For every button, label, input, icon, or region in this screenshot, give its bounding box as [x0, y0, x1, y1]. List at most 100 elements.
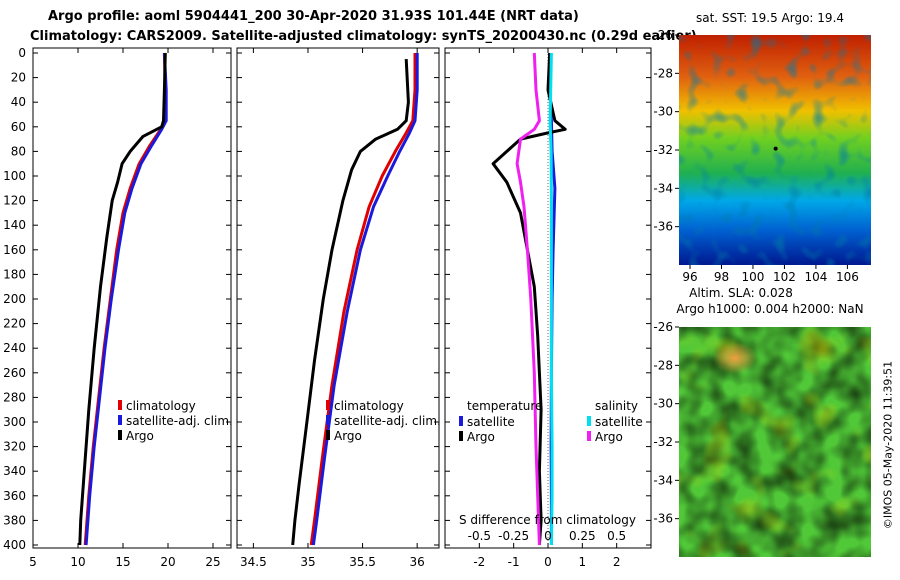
x-tick-label: 0	[544, 555, 552, 569]
y-tick-label: 400	[3, 538, 26, 552]
legend-label-sal-satellite: satellite	[595, 415, 643, 429]
map-y-tick-label: -34	[653, 181, 673, 195]
y-tick-label: 20	[11, 71, 26, 85]
legend-header-temperature: temperature	[467, 399, 542, 413]
legend-label-climatology: climatology	[126, 399, 196, 413]
map-y-tick-label: -34	[653, 473, 673, 487]
sal-x-tick-label: 0.25	[569, 529, 596, 543]
legend-swatch-argo	[326, 430, 330, 440]
temperature-legend: climatology satellite-adj. clim. Argo	[118, 399, 233, 443]
legend-swatch-temp-satellite	[459, 416, 463, 426]
x-tick-label: 25	[205, 555, 220, 569]
series-line-satellite_adj	[84, 52, 168, 546]
temperature-panel: 0 20 40 60 80 100 120 140 160 180 200 220 240 260 280 3…	[3, 46, 233, 569]
y-tick-label: 160	[3, 243, 26, 257]
sal-x-tick-label: 0	[544, 529, 552, 543]
x-tick-label: -2	[473, 555, 485, 569]
x-tick-label: 36	[410, 555, 425, 569]
map-y-tick-label: -28	[653, 358, 673, 372]
map-y-tick-label: -30	[653, 105, 673, 119]
map-y-tick-label: -36	[653, 512, 673, 526]
salinity-difference-label: S difference from climatology	[459, 513, 636, 527]
map-y-tick-label: -32	[653, 435, 673, 449]
legend-label-sal-argo: Argo	[595, 430, 623, 444]
salinity-legend: climatology satellite-adj. clim. Argo	[326, 399, 441, 443]
x-tick-label: 5	[29, 555, 37, 569]
map-y-tick-label: -26	[653, 28, 673, 42]
legend-label-satellite-adj: satellite-adj. clim.	[334, 414, 441, 428]
y-tick-label: 200	[3, 292, 26, 306]
map-x-tick-label: 106	[836, 270, 859, 284]
y-tick-label: 60	[11, 120, 26, 134]
timestamp-stamp-area: ©IMOS 05-May-2020 11:39:51	[880, 330, 896, 560]
map-y-tick-label: -36	[653, 220, 673, 234]
salinity-axes	[236, 47, 440, 549]
series-line-argo	[291, 59, 410, 546]
series-line-argo	[78, 52, 167, 546]
y-tick-label: 220	[3, 317, 26, 331]
map-x-tick-label: 104	[804, 270, 827, 284]
y-tick-label: 340	[3, 464, 26, 478]
title-line-2: Climatology: CARS2009. Satellite-adjuste…	[30, 29, 697, 44]
legend-swatch-satellite-adj	[326, 415, 330, 425]
legend-label-argo: Argo	[126, 429, 154, 443]
temperature-axes	[32, 47, 232, 549]
map-y-tick-label: -28	[653, 66, 673, 80]
y-tick-label: 40	[11, 95, 26, 109]
sst-map: -26 -28 -30 -32 -34 -36 96 98 100 102 104 106	[653, 28, 871, 284]
sal-x-tick-label: -0.5	[468, 529, 491, 543]
sla-map-subtitle: Argo h1000: 0.004 h2000: NaN	[676, 302, 863, 316]
legend-label-climatology: climatology	[334, 399, 404, 413]
x-tick-label: -1	[508, 555, 520, 569]
y-tick-label: 0	[18, 46, 26, 60]
legend-swatch-climatology	[326, 400, 330, 410]
y-tick-label: 120	[3, 194, 26, 208]
map-y-tick-label: -32	[653, 143, 673, 157]
legend-swatch-temp-argo	[459, 431, 463, 441]
map-x-tick-label: 96	[682, 270, 697, 284]
sla-high-spot	[713, 342, 757, 374]
y-tick-label: 80	[11, 144, 26, 158]
map-y-tick-label: -30	[653, 397, 673, 411]
y-tick-label: 360	[3, 489, 26, 503]
sla-map-title: Altim. SLA: 0.028	[689, 286, 793, 300]
argo-position-marker	[773, 146, 778, 151]
legend-swatch-satellite-adj	[118, 415, 122, 425]
x-tick-label: 35.5	[349, 555, 376, 569]
sal-x-tick-label: 0.5	[607, 529, 626, 543]
legend-header-salinity: salinity	[595, 399, 638, 413]
map-x-tick-label: 98	[714, 270, 729, 284]
legend-label-argo: Argo	[334, 429, 362, 443]
series-line-temp_argo	[491, 52, 567, 546]
x-tick-label: 1	[579, 555, 587, 569]
series-line-sal_argo	[515, 52, 541, 546]
y-tick-label: 240	[3, 341, 26, 355]
x-tick-label: 2	[613, 555, 621, 569]
legend-label-satellite-adj: satellite-adj. clim.	[126, 414, 233, 428]
x-tick-label: 10	[70, 555, 85, 569]
y-tick-label: 280	[3, 390, 26, 404]
y-tick-label: 180	[3, 267, 26, 281]
legend-swatch-argo	[118, 430, 122, 440]
timestamp-stamp: ©IMOS 05-May-2020 11:39:51	[881, 360, 895, 530]
legend-label-temp-argo: Argo	[467, 430, 495, 444]
map-x-tick-label: 102	[773, 270, 796, 284]
x-tick-label: 15	[115, 555, 130, 569]
difference-legend: temperature salinity satellite Argo sate…	[459, 399, 643, 444]
x-tick-label: 34.5	[240, 555, 267, 569]
legend-swatch-sal-satellite	[587, 416, 591, 426]
map-y-tick-label: -26	[653, 320, 673, 334]
y-tick-label: 260	[3, 366, 26, 380]
legend-swatch-sal-argo	[587, 431, 591, 441]
legend-label-temp-satellite: satellite	[467, 415, 515, 429]
sal-x-tick-label: -0.25	[498, 529, 529, 543]
sst-map-title: sat. SST: 19.5 Argo: 19.4	[696, 11, 844, 25]
legend-swatch-climatology	[118, 400, 122, 410]
x-tick-label: 20	[160, 555, 175, 569]
series-line-satellite_adj	[311, 53, 419, 546]
salinity-panel: 34.5 35 35.5 36 climatology satellite-adj. …	[236, 47, 441, 569]
sla-map: -26 -28 -30 -32 -34 -36	[653, 320, 871, 557]
y-tick-label: 320	[3, 440, 26, 454]
y-tick-label: 300	[3, 415, 26, 429]
